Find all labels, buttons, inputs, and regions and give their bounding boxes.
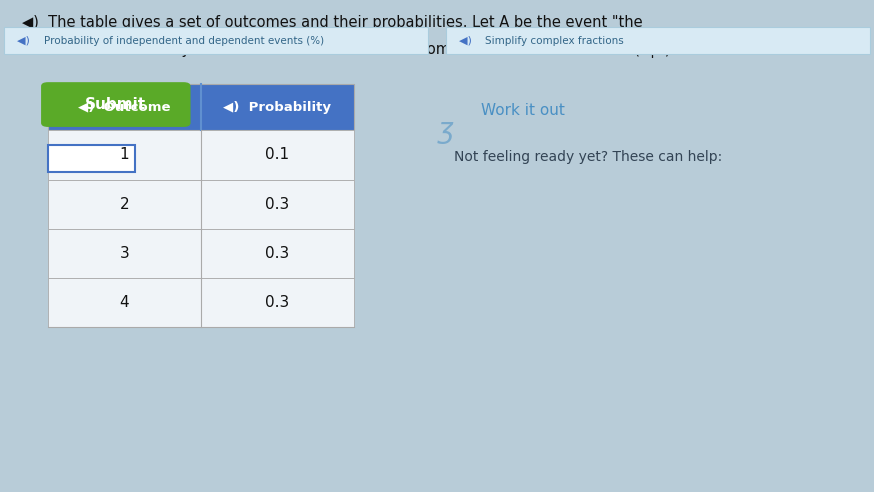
FancyBboxPatch shape — [48, 229, 354, 278]
Text: 1: 1 — [120, 148, 129, 162]
Text: ʒ: ʒ — [438, 117, 454, 144]
Text: ◀︎): ◀︎) — [459, 35, 472, 46]
Text: Work it out: Work it out — [481, 103, 565, 118]
FancyBboxPatch shape — [48, 180, 354, 229]
Text: Probability of independent and dependent events (%): Probability of independent and dependent… — [44, 35, 324, 46]
FancyBboxPatch shape — [48, 84, 354, 130]
Text: Simplify complex fractions: Simplify complex fractions — [485, 35, 624, 46]
Text: 4: 4 — [120, 295, 129, 310]
Text: 2: 2 — [120, 197, 129, 212]
Text: 0.3: 0.3 — [266, 246, 289, 261]
Text: 3: 3 — [120, 246, 129, 261]
FancyBboxPatch shape — [48, 278, 354, 327]
Text: 0.3: 0.3 — [266, 295, 289, 310]
FancyBboxPatch shape — [48, 130, 354, 180]
Text: ◀︎)  The table gives a set of outcomes and their probabilities. Let A be the eve: ◀︎) The table gives a set of outcomes an… — [22, 15, 642, 30]
Text: ◀︎): ◀︎) — [17, 35, 31, 46]
Text: 0.1: 0.1 — [266, 148, 289, 162]
FancyBboxPatch shape — [41, 82, 191, 127]
Text: outcome is divisible by 3". Let B be the event "the outcome is a divisor of 3". : outcome is divisible by 3". Let B be the… — [22, 42, 675, 58]
Text: Submit: Submit — [86, 97, 146, 112]
FancyBboxPatch shape — [48, 145, 135, 172]
Text: Not feeling ready yet? These can help:: Not feeling ready yet? These can help: — [454, 151, 723, 164]
Text: ◀︎)  Outcome: ◀︎) Outcome — [79, 100, 170, 114]
Text: 0.3: 0.3 — [266, 197, 289, 212]
FancyBboxPatch shape — [446, 27, 870, 54]
Text: ◀︎)  Probability: ◀︎) Probability — [224, 100, 331, 114]
FancyBboxPatch shape — [4, 27, 428, 54]
